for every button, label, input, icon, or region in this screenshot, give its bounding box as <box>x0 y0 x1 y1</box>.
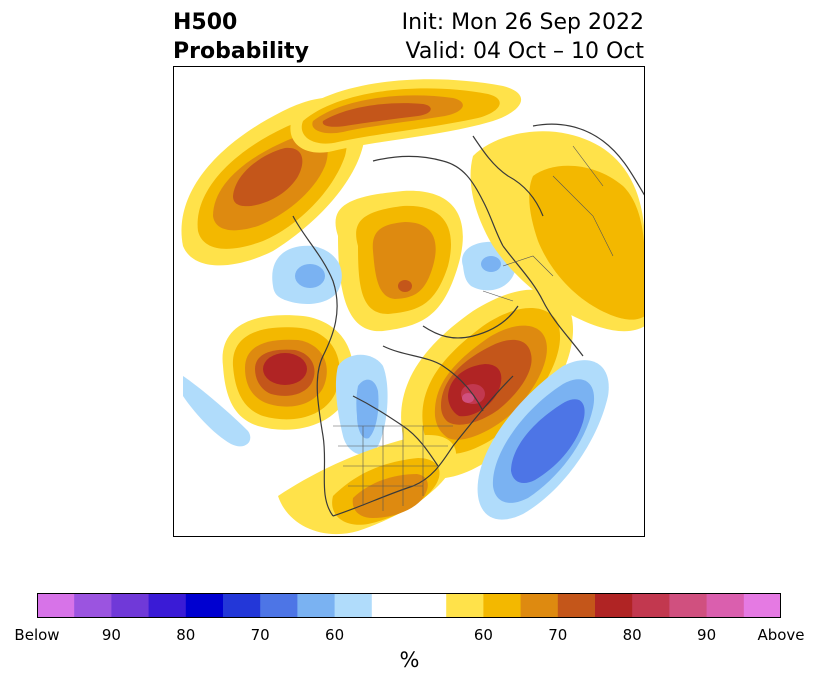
colorbar-tick-label: 70 <box>250 626 270 644</box>
colorbar-below-segment <box>185 593 224 618</box>
colorbar-below-segment <box>74 593 112 618</box>
coastlines <box>292 123 645 517</box>
colorbar-tick-label: Below <box>14 626 60 644</box>
colorbar-above-segment <box>520 593 559 618</box>
colorbar-above-segment <box>446 593 484 618</box>
central-atlantic-below-anomaly <box>477 360 609 520</box>
colorbar <box>37 593 781 618</box>
colorbar-tick-label: 60 <box>325 626 345 644</box>
chart-title: H500 Probability <box>173 8 309 66</box>
title-line-2: Probability <box>173 39 309 64</box>
colorbar-tick-labels: Below 90 80 70 60 60 70 80 90 Above <box>0 626 819 646</box>
init-date: Init: Mon 26 Sep 2022 <box>401 10 644 35</box>
atlantic-above-anomaly <box>401 289 574 479</box>
colorbar-tick-label: 60 <box>473 626 493 644</box>
colorbar-border <box>37 593 781 618</box>
probability-map <box>173 66 645 537</box>
colorbar-below-segment <box>223 593 261 618</box>
western-us-below-anomaly <box>335 354 388 455</box>
colorbar-tick-label: 90 <box>697 626 717 644</box>
colorbar-below-segment <box>334 593 373 618</box>
colorbar-below-segment <box>111 593 150 618</box>
date-info: Init: Mon 26 Sep 2022 Valid: 04 Oct – 10… <box>402 8 644 66</box>
colorbar-tick-label: 70 <box>548 626 568 644</box>
colorbar-above-segment <box>669 593 708 618</box>
colorbar-above-segment <box>706 593 745 618</box>
colorbar-above-segment <box>557 593 596 618</box>
asia-above-anomaly <box>470 131 645 332</box>
title-line-1: H500 <box>173 10 238 35</box>
colorbar-below-segment <box>297 593 336 618</box>
colorbar-above-segment <box>632 593 670 618</box>
colorbar-tick-label: 90 <box>101 626 121 644</box>
colorbar-below-segment <box>37 593 75 618</box>
colorbar-above-segment <box>595 593 633 618</box>
northern-band-above <box>290 79 522 153</box>
colorbar-tick-label: 80 <box>176 626 196 644</box>
colorbar-above-segment <box>743 593 781 618</box>
arctic-above-anomaly <box>335 190 463 332</box>
gulf-alaska-below-anomaly <box>272 245 342 304</box>
valid-range: Valid: 04 Oct – 10 Oct <box>405 39 644 64</box>
colorbar-above-segment <box>483 593 522 618</box>
colorbar-neutral-segment <box>371 593 447 618</box>
colorbar-unit: % <box>399 648 420 672</box>
north-pacific-above-anomaly <box>222 315 353 430</box>
eastern-us-above-anomaly <box>278 435 457 535</box>
borders <box>333 145 614 511</box>
colorbar-tick-label: 80 <box>622 626 642 644</box>
pacific-below-streak <box>183 376 251 447</box>
colorbar-tick-label: Above <box>757 626 805 644</box>
colorbar-below-segment <box>148 593 187 618</box>
colorbar-below-segment <box>260 593 298 618</box>
